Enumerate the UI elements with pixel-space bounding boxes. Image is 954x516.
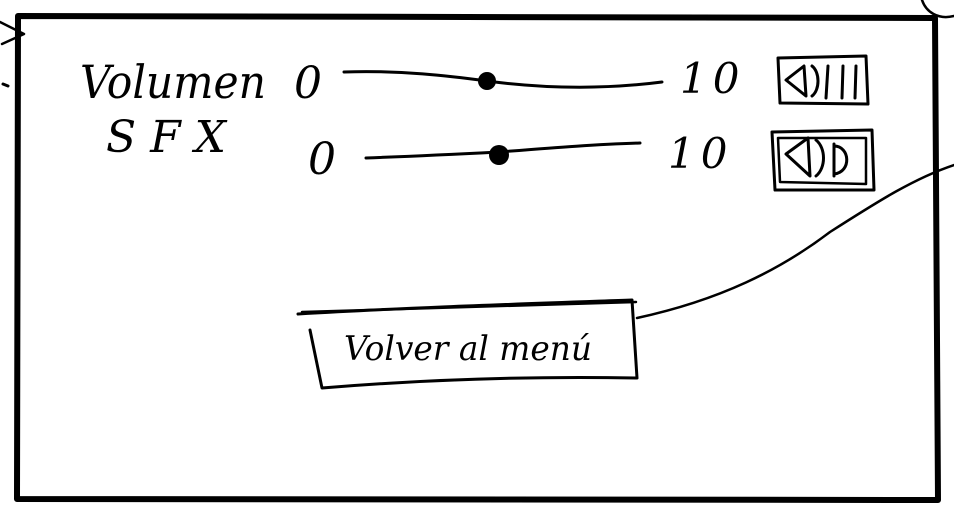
volume-slider-thumb[interactable] — [478, 72, 496, 90]
sfx-slider-thumb[interactable] — [489, 145, 509, 165]
volume-row: Volumen 0 10 — [80, 54, 870, 109]
back-to-menu-button[interactable]: Volver al menú — [296, 298, 639, 390]
sfx-label: SFX — [106, 112, 240, 163]
volume-label: Volumen — [80, 55, 266, 109]
sfx-speaker-button[interactable] — [770, 128, 876, 192]
corner-curl-mark — [920, 0, 954, 19]
volume-min-label: 0 — [294, 58, 322, 109]
volume-max-label: 10 — [680, 54, 745, 103]
annotation-connector — [635, 163, 954, 320]
screen-frame — [14, 13, 941, 503]
margin-dot-mark — [1, 82, 10, 88]
sfx-row: SFX 0 10 — [106, 112, 876, 192]
volume-slider-track[interactable] — [342, 70, 664, 89]
sfx-max-label: 10 — [668, 129, 733, 178]
speaker-icon — [784, 64, 858, 100]
sfx-min-label: 0 — [308, 134, 336, 185]
speaker-icon — [784, 136, 849, 178]
margin-arrow-mark — [0, 20, 26, 46]
volume-speaker-button[interactable] — [776, 54, 870, 106]
back-to-menu-label: Volver al menú — [344, 329, 592, 369]
